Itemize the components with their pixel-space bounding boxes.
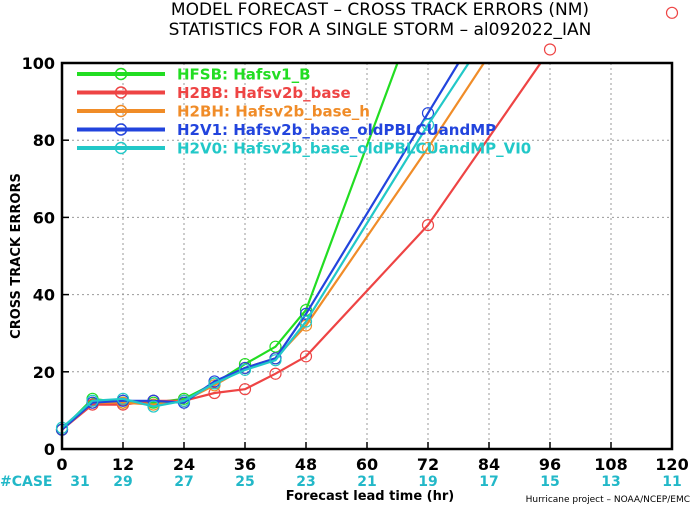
- legend-label: H2V1: Hafsv2b_base_oldPBLCUandMP: [177, 121, 496, 139]
- case-counts: 31 29 27 25 23 21 19 17 15 13 11: [70, 474, 681, 490]
- case-count: 15: [540, 474, 559, 490]
- y-tick-label: 40: [33, 286, 55, 305]
- legend-marker: [114, 141, 128, 155]
- y-tick-label: 0: [44, 440, 55, 459]
- case-count: 25: [235, 474, 254, 490]
- x-tick-label: 60: [356, 455, 378, 474]
- grid: [62, 63, 672, 449]
- data-point: [421, 118, 435, 131]
- x-tick-label: 108: [594, 455, 627, 474]
- y-tick-label: 80: [33, 131, 55, 150]
- legend-label: H2BH: Hafsv2b_base_h: [177, 103, 370, 121]
- data-point: [665, 6, 679, 19]
- x-tick-label: 12: [112, 455, 134, 474]
- data-point: [177, 394, 191, 407]
- legend-label: H2BB: Hafsv2b_base: [177, 84, 351, 102]
- legend-label: H2V0: Hafsv2b_base_oldPBLCUandMP_VI0: [177, 140, 531, 158]
- y-tick-label: 100: [22, 54, 55, 73]
- data-point: [421, 219, 435, 232]
- data-point: [543, 43, 557, 56]
- credit-text: Hurricane project – NOAA/NCEP/EMC: [526, 495, 690, 505]
- x-axis-label: Forecast lead time (hr): [286, 489, 454, 504]
- x-tick-label: 0: [56, 455, 67, 474]
- data-point: [299, 350, 313, 363]
- x-tick-label: 120: [655, 455, 688, 474]
- y-axis-label: CROSS TRACK ERRORS: [9, 173, 24, 339]
- case-count: 23: [296, 474, 315, 490]
- data-point: [147, 400, 160, 413]
- x-tick-label: 96: [539, 455, 561, 474]
- x-tick-label: 84: [478, 455, 500, 474]
- series-line: [62, 63, 460, 431]
- case-count: 17: [479, 474, 498, 490]
- case-count: 29: [113, 474, 132, 490]
- x-tick-label: 72: [417, 455, 439, 474]
- case-count: 19: [418, 474, 437, 490]
- x-tick-label: 24: [173, 455, 195, 474]
- x-tick-label: 48: [295, 455, 317, 474]
- case-count: 31: [70, 474, 89, 490]
- data-point: [269, 354, 282, 367]
- case-count: 11: [662, 474, 681, 490]
- tick-labels: 0 12 24 36 48 60 72 84 96 108 120 0 20 40 60 80 100: [22, 54, 689, 474]
- data-point: [269, 367, 282, 380]
- series-h2v0: [55, 63, 470, 434]
- legend-marker: [114, 86, 128, 99]
- legend-marker: [114, 104, 128, 118]
- legend-marker: [114, 123, 128, 136]
- data-point: [238, 363, 252, 376]
- legend-marker: [114, 67, 128, 81]
- data-point: [208, 377, 221, 390]
- chart-title-line2: STATISTICS FOR A SINGLE STORM – al092022…: [169, 20, 592, 40]
- series-layer: [55, 6, 679, 436]
- data-point: [116, 392, 130, 405]
- data-point: [421, 141, 435, 155]
- case-label: #CASE: [0, 474, 53, 490]
- data-point: [299, 315, 313, 328]
- legend-label: HFSB: Hafsv1_B: [177, 66, 311, 84]
- x-tick-label: 36: [234, 455, 256, 474]
- case-count: 13: [601, 474, 620, 490]
- y-tick-label: 60: [33, 208, 55, 227]
- data-point: [86, 394, 99, 407]
- case-count: 21: [357, 474, 376, 490]
- chart-title-line1: MODEL FORECAST – CROSS TRACK ERRORS (NM): [171, 0, 589, 20]
- series-line: [62, 63, 542, 431]
- data-point: [238, 383, 252, 396]
- series-line: [62, 63, 485, 431]
- case-count: 27: [174, 474, 193, 490]
- series-line: [62, 63, 470, 429]
- y-tick-label: 20: [33, 363, 55, 382]
